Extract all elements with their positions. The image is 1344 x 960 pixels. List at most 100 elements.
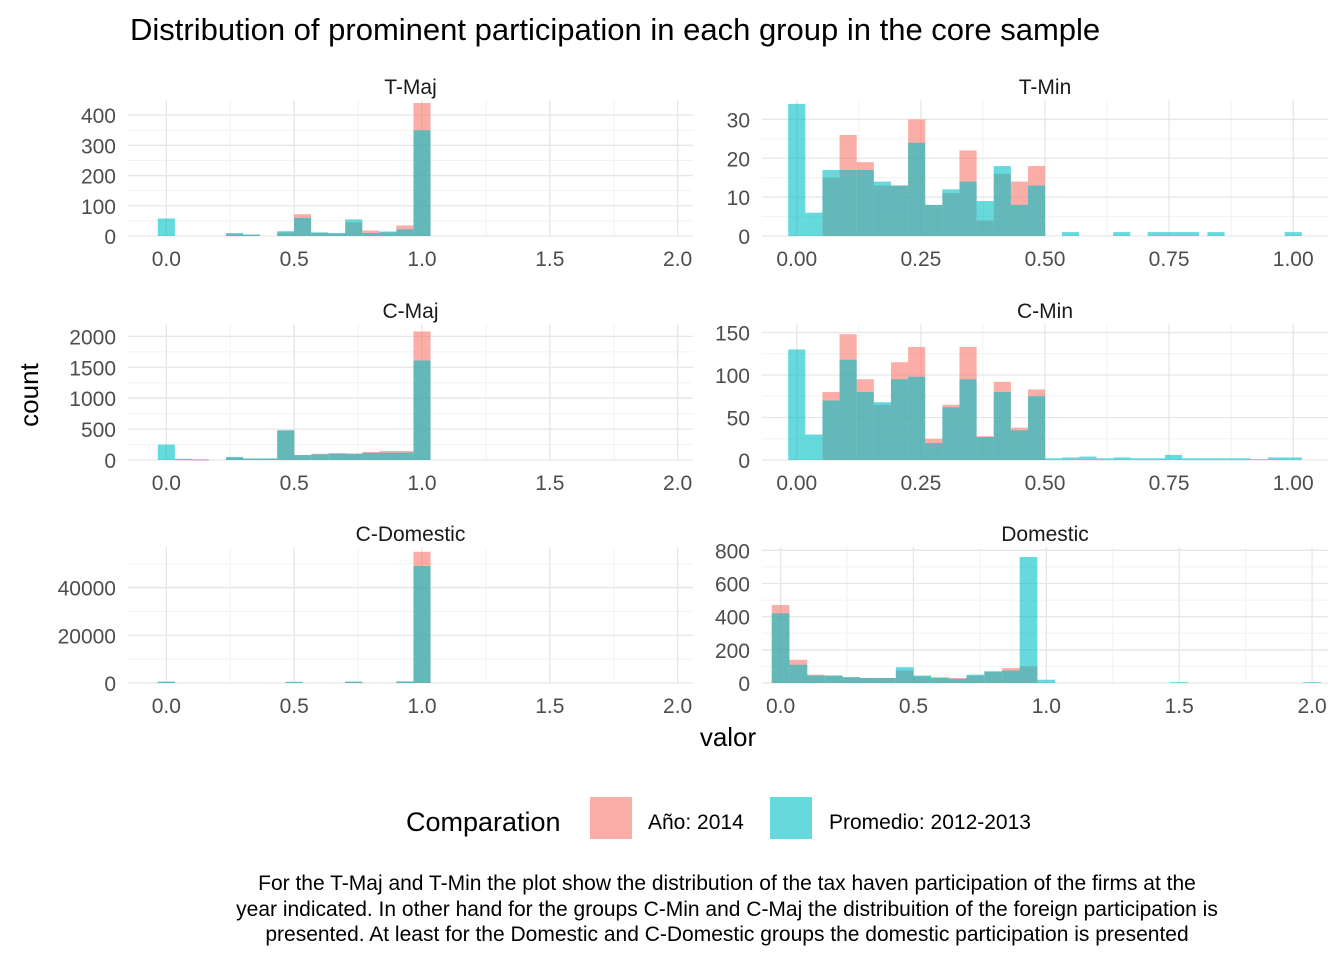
histogram-bar xyxy=(966,674,985,683)
series-promedio-2012-2013 xyxy=(157,360,431,461)
histogram-bar xyxy=(1199,458,1217,460)
x-tick-label: 0.00 xyxy=(776,472,817,495)
histogram-bar xyxy=(294,455,312,460)
histogram-bar xyxy=(959,181,977,236)
histogram-bar xyxy=(942,189,960,236)
panel-c-min: C-Min 0.00 0.25 0.50 0.75 1.00 0 50 100 150 xyxy=(715,300,1328,495)
histogram-bar xyxy=(993,392,1011,460)
histogram-bar xyxy=(1045,458,1063,460)
x-tick-label: 0.0 xyxy=(152,472,181,495)
histogram-bar xyxy=(362,232,380,236)
gridlines xyxy=(128,547,693,684)
x-tick-label: 1.5 xyxy=(535,248,564,271)
histogram-bar xyxy=(226,232,244,236)
histogram-bar xyxy=(1250,459,1268,460)
x-tick-label: 2.0 xyxy=(663,695,692,718)
histogram-bar xyxy=(191,459,209,461)
x-tick-label: 0.50 xyxy=(1025,248,1066,271)
histogram-bar xyxy=(856,169,874,236)
histogram-bar xyxy=(1079,456,1097,460)
legend: Comparation Año: 2014 Promedio: 2012-201… xyxy=(406,797,1031,839)
histogram-bar xyxy=(1019,556,1038,683)
panel-c-maj: C-Maj 0.0 0.5 1.0 1.5 2.0 0 500 1000 1500 2000 xyxy=(69,300,693,495)
x-tick-label: 1.5 xyxy=(535,695,564,718)
histogram-bar xyxy=(1284,457,1302,460)
histogram-bar xyxy=(242,234,261,236)
histogram-bar xyxy=(1267,457,1285,460)
x-tick-label: 2.0 xyxy=(663,472,692,495)
series-promedio-2012-2013 xyxy=(788,103,1302,236)
histogram-bar xyxy=(1027,396,1046,460)
y-tick-label: 40000 xyxy=(58,578,116,601)
gridlines xyxy=(128,100,693,237)
histogram-bar xyxy=(311,454,329,460)
gridlines xyxy=(128,324,693,461)
y-tick-label: 1000 xyxy=(69,388,116,411)
histogram-bar xyxy=(1037,679,1056,683)
histogram-bar xyxy=(805,212,823,236)
histogram-bar xyxy=(860,678,878,683)
y-tick-label: 0 xyxy=(104,226,116,249)
y-tick-label: 10 xyxy=(727,187,750,210)
series-promedio-2012-2013 xyxy=(157,566,431,683)
histogram-bar xyxy=(908,376,926,460)
series-a-o-2014 xyxy=(226,103,431,237)
y-tick-label: 1500 xyxy=(69,357,116,380)
histogram-bar xyxy=(856,392,874,460)
y-tick-label: 0 xyxy=(738,673,750,696)
x-tick-label: 0.50 xyxy=(1025,472,1066,495)
panel-t-min: T-Min 0.00 0.25 0.50 0.75 1.00 0 10 20 30 xyxy=(727,76,1328,271)
x-tick-label: 1.0 xyxy=(407,472,436,495)
x-tick-label: 0.0 xyxy=(152,695,181,718)
histogram-bar xyxy=(771,613,790,683)
series-a-o-2014 xyxy=(174,331,431,461)
histogram-bar xyxy=(277,231,295,236)
x-tick-label: 1.5 xyxy=(535,472,564,495)
caption-line-2: year indicated. In other hand for the gr… xyxy=(236,898,1218,921)
y-tick-label: 200 xyxy=(715,640,750,663)
histogram-bar xyxy=(362,452,380,460)
histogram-bar xyxy=(396,452,414,460)
histogram-bar xyxy=(157,218,175,236)
tick-labels: 0.0 0.5 1.0 1.5 2.0 0 500 1000 1500 2000 xyxy=(69,326,692,495)
panel-title-c-maj: C-Maj xyxy=(383,300,439,323)
histogram-bar xyxy=(913,675,932,683)
y-tick-label: 0 xyxy=(104,450,116,473)
series-promedio-2012-2013 xyxy=(771,556,1321,683)
panel-c-domestic: C-Domestic 0.0 0.5 1.0 1.5 2.0 0 20000 40000 xyxy=(58,523,693,718)
histogram-bar xyxy=(311,232,329,236)
histogram-bar xyxy=(413,360,431,460)
x-tick-label: 1.0 xyxy=(407,695,436,718)
histogram-bar xyxy=(1062,232,1080,236)
x-tick-label: 1.5 xyxy=(1165,695,1194,718)
panel-title-domestic: Domestic xyxy=(1001,523,1089,546)
y-tick-label: 100 xyxy=(715,365,750,388)
panel-title-c-min: C-Min xyxy=(1017,300,1073,323)
series-promedio-2012-2013 xyxy=(157,130,431,236)
x-tick-label: 0.5 xyxy=(280,248,309,271)
y-tick-label: 50 xyxy=(727,408,750,431)
histogram-bar xyxy=(931,678,949,683)
histogram-bar xyxy=(976,201,994,236)
x-tick-label: 0.0 xyxy=(152,248,181,271)
x-tick-label: 0.5 xyxy=(899,695,928,718)
x-axis-title: valor xyxy=(700,722,757,752)
tick-labels: 0.00 0.25 0.50 0.75 1.00 0 50 100 150 xyxy=(715,323,1314,496)
y-tick-label: 500 xyxy=(81,419,116,442)
y-tick-label: 400 xyxy=(715,607,750,630)
histogram-bar xyxy=(1182,458,1200,460)
y-tick-label: 100 xyxy=(81,196,116,219)
legend-key-ano-2014 xyxy=(590,797,632,839)
histogram-bar xyxy=(788,103,806,236)
caption: For the T-Maj and T-Min the plot show th… xyxy=(236,872,1218,946)
series-promedio-2012-2013 xyxy=(788,349,1302,460)
histogram-bar xyxy=(328,453,346,460)
histogram-bar xyxy=(976,437,994,460)
panel-title-t-maj: T-Maj xyxy=(384,76,437,99)
histogram-bar xyxy=(805,434,823,460)
histogram-bar xyxy=(878,678,896,683)
histogram-bar xyxy=(1096,458,1114,460)
histogram-bar xyxy=(379,231,397,236)
tick-labels: 0.0 0.5 1.0 1.5 2.0 0 20000 40000 xyxy=(58,578,693,718)
histogram-bar xyxy=(1027,185,1046,236)
